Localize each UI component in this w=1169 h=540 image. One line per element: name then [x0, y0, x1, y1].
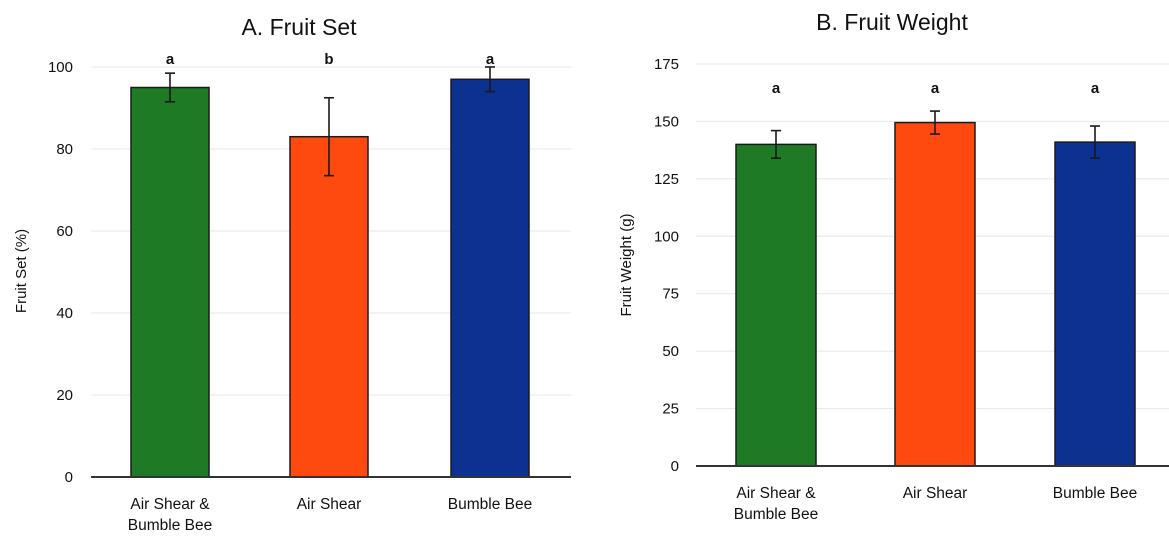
category-label-line: Bumble Bee — [448, 496, 532, 513]
y-tick-labels: 0 25 50 75 100 125 150 175 — [654, 56, 679, 475]
error-bars — [771, 110, 1100, 159]
category-label: Air Shear — [297, 496, 362, 513]
category-label-line: Bumble Bee — [128, 517, 212, 534]
category-label: Bumble Bee — [1053, 485, 1137, 502]
significance-letter: a — [486, 51, 495, 68]
y-tick-label: 100 — [654, 228, 679, 245]
y-tick-label: 20 — [56, 387, 73, 404]
significance-letter: b — [324, 51, 333, 68]
category-label-line: Bumble Bee — [1053, 485, 1137, 502]
category-label-line: Air Shear & — [736, 485, 816, 502]
y-axis-title: Fruit Set (%) — [13, 229, 30, 313]
y-tick-label: 75 — [662, 286, 679, 303]
category-label-line: Bumble Bee — [734, 506, 818, 523]
bars — [130, 78, 530, 478]
significance-letter: a — [166, 51, 175, 68]
y-tick-label: 150 — [654, 113, 679, 130]
y-tick-label: 50 — [662, 343, 679, 360]
y-axis-title: Fruit Weight (g) — [618, 213, 635, 316]
bar — [894, 121, 976, 467]
bar — [735, 143, 817, 467]
category-label-line: Air Shear — [903, 485, 968, 502]
chart-title: A. Fruit Set — [241, 14, 357, 40]
category-label: Air Shear — [903, 485, 968, 502]
significance-letter: a — [1091, 80, 1100, 97]
significance-letter: a — [931, 80, 940, 97]
error-bars — [165, 66, 495, 177]
y-tick-label: 125 — [654, 171, 679, 188]
chart-fruit-set: A. Fruit Set Fruit Set (%) 020406080100 … — [13, 14, 571, 534]
category-label-line: Air Shear — [297, 496, 362, 513]
category-labels: Air Shear & Bumble Bee Air Shear Bumble Bee — [734, 485, 1137, 523]
y-tick-label: 0 — [65, 469, 73, 486]
bar — [289, 135, 369, 478]
y-tick-label: 0 — [671, 458, 679, 475]
y-tick-label: 80 — [56, 141, 73, 158]
category-label: Bumble Bee — [448, 496, 532, 513]
category-label: Air Shear & Bumble Bee — [128, 496, 212, 534]
significance-letter: a — [772, 80, 781, 97]
chart-fruit-weight: B. Fruit Weight Fruit Weight (g) 0 25 50 75… — [618, 9, 1169, 523]
category-label: Air Shear & Bumble Bee — [734, 485, 818, 523]
category-label-line: Air Shear & — [130, 496, 210, 513]
bars — [735, 121, 1136, 467]
bar — [450, 78, 530, 478]
y-tick-label: 175 — [654, 56, 679, 73]
y-tick-labels: 0 20 40 60 80 100 — [48, 59, 73, 486]
chart-title: B. Fruit Weight — [816, 9, 968, 35]
y-tick-label: 40 — [56, 305, 73, 322]
bar — [1054, 141, 1136, 467]
bar — [130, 86, 210, 478]
y-tick-label: 100 — [48, 59, 73, 76]
y-tick-label: 60 — [56, 223, 73, 240]
category-labels: Air Shear & Bumble Bee Air Shear Bumble Bee — [128, 496, 532, 534]
y-tick-label: 25 — [662, 401, 679, 418]
